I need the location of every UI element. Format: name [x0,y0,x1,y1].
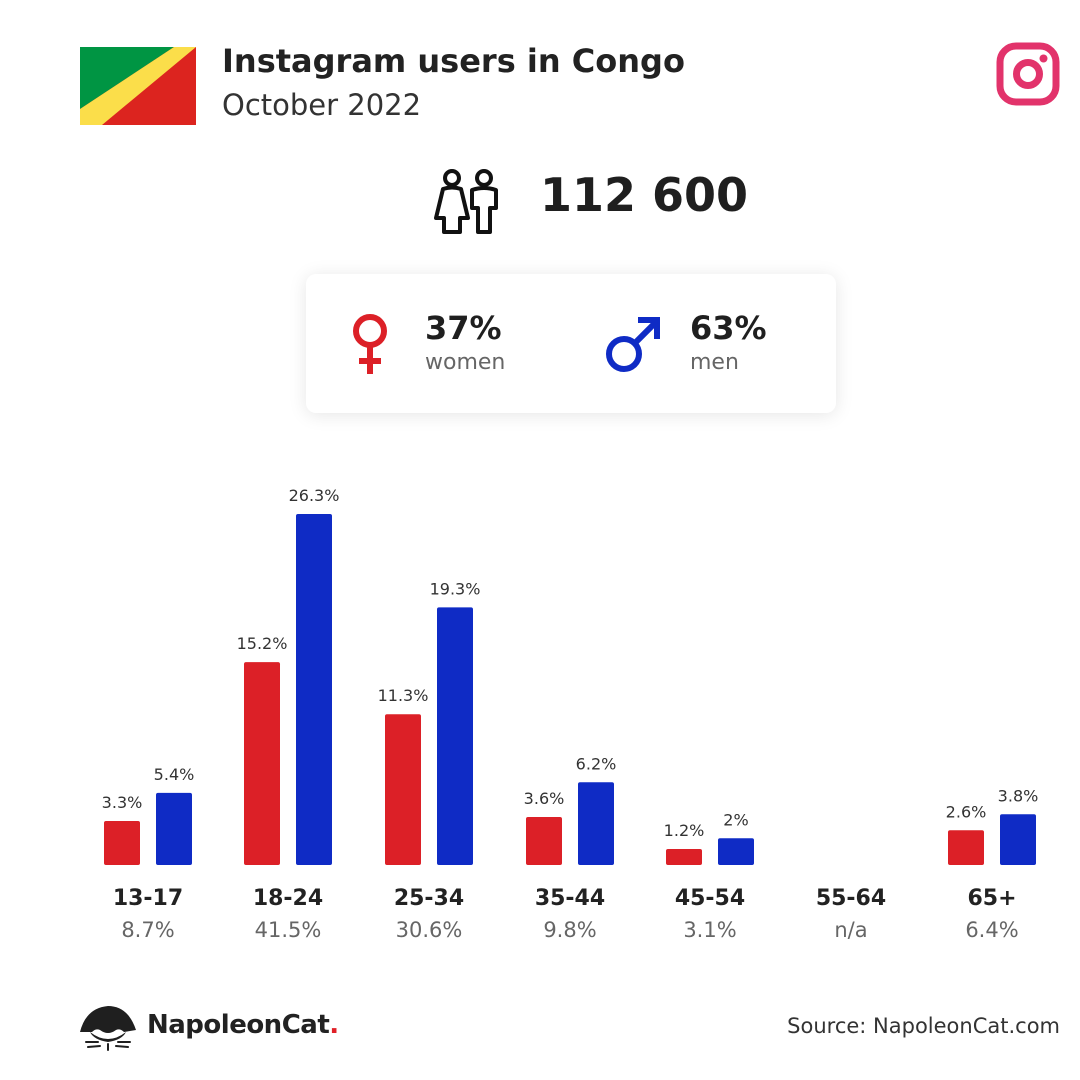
brand-name: NapoleonCat [147,1010,330,1040]
category-total-13-17: 8.7% [121,918,174,942]
page-title: Instagram users in Congo [222,42,685,80]
data-label-men-35-44: 6.2% [576,754,617,773]
data-label-women-35-44: 3.6% [524,789,565,808]
data-label-women-45-54: 1.2% [664,821,705,840]
source-text: Source: NapoleonCat.com [787,1014,1060,1038]
data-label-men-65+: 3.8% [998,786,1039,805]
data-label-women-18-24: 15.2% [237,634,288,653]
category-total-65+: 6.4% [965,918,1018,942]
bar-men-45-54 [718,838,754,865]
category-total-35-44: 9.8% [543,918,596,942]
category-label-13-17: 13-17 [113,886,183,911]
men-percent: 63% [690,309,767,347]
page-subtitle: October 2022 [222,88,422,122]
female-icon [353,314,387,374]
bar-women-13-17 [104,820,140,865]
women-label: women [425,350,506,375]
gender-card [306,274,836,413]
data-label-men-13-17: 5.4% [154,765,195,784]
category-label-25-34: 25-34 [394,886,464,911]
bar-men-25-34 [437,607,473,865]
data-label-women-13-17: 3.3% [102,793,143,812]
congo-flag-icon [80,47,196,125]
data-label-men-25-34: 19.3% [430,579,481,598]
category-label-55-64: 55-64 [816,886,886,911]
data-label-women-25-34: 11.3% [378,686,429,705]
bar-men-18-24 [296,514,332,865]
total-users-value: 112 600 [540,168,749,222]
category-label-45-54: 45-54 [675,886,745,911]
women-percent: 37% [425,309,502,347]
category-label-18-24: 18-24 [253,886,323,911]
category-label-35-44: 35-44 [535,886,605,911]
napoleoncat-logo-icon [80,1006,136,1051]
bar-women-35-44 [526,816,562,865]
male-icon [606,317,660,372]
age-gender-bar-chart: 3.3% 5.4% 13-17 8.7% 15.2% 26.3% 18-24 41.5% 11.… [102,486,1039,942]
data-label-women-65+: 2.6% [946,802,987,821]
data-label-men-45-54: 2% [723,810,748,829]
bar-women-25-34 [385,714,421,865]
men-label: men [690,350,739,375]
data-label-men-18-24: 26.3% [289,486,340,505]
category-label-65+: 65+ [967,886,1016,911]
bar-women-18-24 [244,662,280,865]
category-total-45-54: 3.1% [683,918,736,942]
napoleoncat-brand: NapoleonCat. [147,1010,339,1040]
bar-men-65+ [1000,814,1036,865]
category-total-18-24: 41.5% [255,918,322,942]
instagram-icon [996,42,1060,106]
bar-men-13-17 [156,792,192,865]
bar-men-35-44 [578,782,614,865]
brand-dot: . [329,1010,339,1040]
users-icon [434,169,498,234]
bar-women-65+ [948,830,984,865]
category-total-25-34: 30.6% [396,918,463,942]
category-total-55-64: n/a [834,918,867,942]
bar-women-45-54 [666,848,702,865]
